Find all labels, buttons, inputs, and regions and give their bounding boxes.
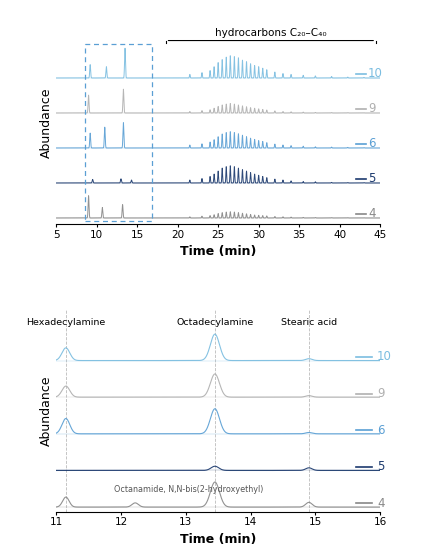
Text: 5: 5	[368, 172, 375, 185]
X-axis label: Time (min): Time (min)	[180, 532, 256, 546]
Text: 6: 6	[377, 424, 384, 437]
Text: Octanamide, N,N-bis(2-hydroxyethyl): Octanamide, N,N-bis(2-hydroxyethyl)	[114, 485, 264, 494]
Text: hydrocarbons C₂₀–C₄₀: hydrocarbons C₂₀–C₄₀	[215, 29, 327, 38]
Text: 5: 5	[377, 460, 384, 474]
X-axis label: Time (min): Time (min)	[180, 245, 256, 258]
Text: 9: 9	[377, 387, 384, 400]
Text: 10: 10	[368, 67, 383, 80]
Text: 4: 4	[377, 497, 384, 510]
Text: 4: 4	[368, 207, 375, 220]
Text: 10: 10	[377, 350, 392, 364]
Text: Stearic acid: Stearic acid	[281, 318, 337, 327]
Text: Hexadecylamine: Hexadecylamine	[26, 318, 105, 327]
Text: 6: 6	[368, 138, 375, 150]
Text: 9: 9	[368, 102, 375, 116]
Bar	[85, 44, 152, 221]
Y-axis label: Abundance: Abundance	[40, 88, 54, 158]
Text: Octadecylamine: Octadecylamine	[176, 318, 254, 327]
Y-axis label: Abundance: Abundance	[40, 375, 54, 446]
